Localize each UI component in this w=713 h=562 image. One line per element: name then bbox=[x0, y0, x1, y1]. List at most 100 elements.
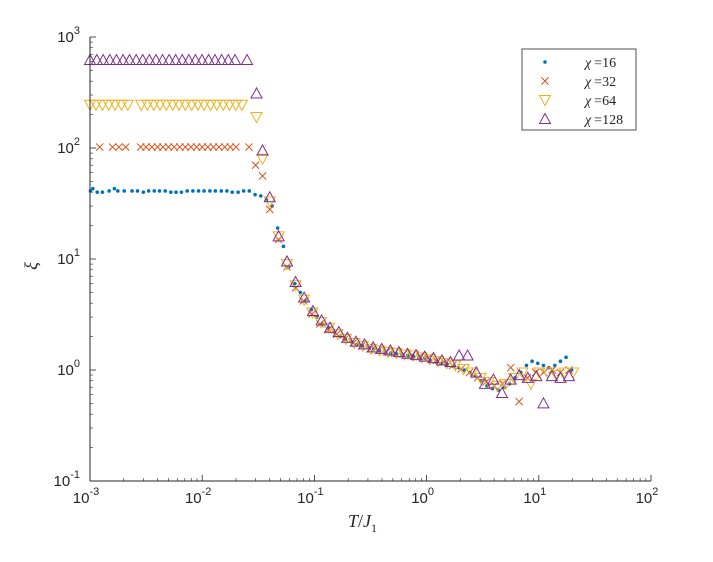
data-point bbox=[195, 53, 209, 66]
data-point bbox=[164, 143, 173, 151]
data-point bbox=[247, 189, 252, 193]
data-point bbox=[102, 99, 116, 112]
data-point bbox=[149, 53, 163, 66]
data-point bbox=[390, 348, 403, 360]
data-point bbox=[306, 307, 319, 319]
data-point bbox=[315, 313, 328, 326]
data-point bbox=[515, 397, 524, 406]
data-point bbox=[123, 53, 136, 66]
data-point bbox=[524, 378, 538, 391]
data-point bbox=[415, 352, 428, 364]
data-point bbox=[490, 386, 495, 391]
data-point bbox=[157, 189, 162, 193]
data-point bbox=[504, 373, 517, 385]
data-point bbox=[141, 99, 154, 112]
data-point bbox=[256, 143, 269, 156]
data-point bbox=[162, 53, 176, 66]
data-point bbox=[469, 365, 483, 378]
data-point bbox=[265, 205, 274, 214]
data-point bbox=[512, 368, 526, 381]
data-point bbox=[170, 143, 179, 151]
x-tick-label: 10-3 bbox=[73, 486, 99, 507]
data-point bbox=[210, 99, 224, 112]
data-point bbox=[175, 143, 184, 151]
data-point bbox=[418, 350, 432, 362]
data-point bbox=[506, 363, 515, 372]
data-point bbox=[297, 290, 311, 303]
data-point bbox=[564, 355, 568, 360]
data-point bbox=[298, 290, 303, 295]
series-layer bbox=[83, 53, 580, 409]
data-point bbox=[383, 343, 397, 356]
data-point bbox=[134, 99, 148, 112]
data-point bbox=[341, 331, 354, 343]
x-tick-label: 102 bbox=[636, 486, 659, 507]
x-tick-label: 10-2 bbox=[185, 486, 211, 507]
legend-marker bbox=[538, 112, 552, 124]
data-point bbox=[569, 368, 574, 372]
data-point bbox=[203, 143, 212, 151]
data-point bbox=[562, 369, 576, 382]
data-point bbox=[223, 99, 236, 112]
data-point bbox=[169, 53, 183, 66]
data-point bbox=[196, 189, 201, 193]
data-point bbox=[163, 189, 168, 193]
data-point bbox=[182, 53, 196, 66]
data-point bbox=[95, 190, 100, 194]
data-point bbox=[152, 189, 157, 193]
x-tick-label: 101 bbox=[523, 486, 546, 507]
data-point bbox=[213, 189, 218, 193]
data-point bbox=[332, 325, 346, 337]
data-point bbox=[208, 189, 212, 193]
data-point bbox=[90, 53, 104, 66]
data-point bbox=[558, 359, 563, 364]
data-point bbox=[215, 53, 228, 66]
data-point bbox=[202, 53, 215, 66]
data-point bbox=[406, 350, 420, 363]
legend-entry: χ =16 bbox=[543, 56, 616, 71]
data-point bbox=[129, 53, 143, 66]
data-point bbox=[241, 189, 246, 193]
data-point bbox=[153, 99, 167, 112]
data-point bbox=[235, 99, 249, 112]
data-point bbox=[444, 355, 457, 368]
series-1 bbox=[88, 186, 574, 392]
data-point bbox=[96, 99, 109, 112]
data-point bbox=[174, 190, 178, 194]
data-point bbox=[240, 53, 254, 66]
legend-entry: χ =128 bbox=[538, 112, 623, 128]
data-point bbox=[427, 351, 440, 364]
data-point bbox=[259, 194, 263, 198]
data-point bbox=[187, 143, 195, 151]
data-point bbox=[253, 192, 257, 197]
data-point bbox=[457, 364, 471, 376]
data-point bbox=[221, 53, 235, 66]
data-point bbox=[366, 340, 380, 353]
data-point bbox=[375, 342, 389, 354]
data-point bbox=[121, 99, 135, 112]
data-point bbox=[323, 321, 337, 333]
data-point bbox=[516, 367, 529, 380]
data-point bbox=[452, 348, 466, 361]
data-point bbox=[392, 345, 406, 358]
data-point bbox=[495, 386, 509, 399]
data-point bbox=[482, 376, 496, 389]
data-point bbox=[172, 99, 186, 112]
data-point bbox=[147, 99, 161, 112]
axes-frame bbox=[89, 37, 651, 482]
data-point bbox=[130, 189, 134, 193]
data-point bbox=[169, 190, 173, 194]
data-point bbox=[142, 53, 156, 66]
data-point bbox=[423, 354, 437, 366]
data-point bbox=[281, 244, 286, 249]
legend: χ =16 χ =32 χ =64 χ =128 bbox=[521, 48, 637, 131]
data-point bbox=[115, 99, 128, 112]
data-point bbox=[258, 171, 267, 180]
data-point bbox=[159, 143, 167, 151]
data-point bbox=[297, 294, 311, 307]
data-point bbox=[166, 99, 180, 112]
data-point bbox=[198, 143, 207, 151]
data-point bbox=[146, 189, 151, 193]
data-point bbox=[461, 348, 474, 361]
